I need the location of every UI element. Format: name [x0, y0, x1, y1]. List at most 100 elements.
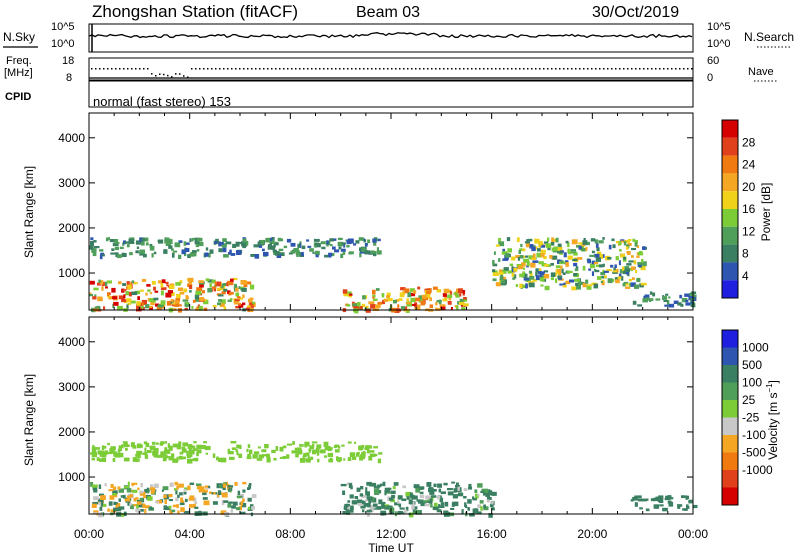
- echo-cell: [99, 249, 104, 252]
- echo-cell: [372, 289, 376, 295]
- echo-cell: [118, 488, 124, 493]
- echo-cell: [271, 245, 276, 250]
- echo-cell: [156, 452, 159, 457]
- echo-cell: [104, 450, 108, 455]
- echo-cell: [390, 499, 395, 503]
- echo-cell: [575, 282, 579, 286]
- echo-cell: [361, 454, 366, 458]
- echo-cell: [297, 447, 302, 451]
- echo-cell: [432, 489, 437, 492]
- colorbar-swatch: [722, 382, 738, 400]
- echo-cell: [176, 445, 181, 450]
- echo-cell: [234, 299, 241, 302]
- echo-cell: [245, 307, 251, 310]
- echo-cell: [526, 264, 529, 268]
- nave-dot: [115, 68, 117, 70]
- echo-cell: [248, 506, 251, 510]
- echo-cell: [585, 246, 588, 251]
- echo-cell: [94, 447, 101, 450]
- echo-cell: [146, 490, 150, 494]
- echo-cell: [544, 285, 550, 291]
- echo-cell: [181, 448, 187, 453]
- nave-dot: [259, 68, 261, 70]
- echo-cell: [97, 282, 101, 286]
- x-tick-label: 00:00: [678, 527, 708, 541]
- echo-cell: [242, 302, 246, 306]
- echo-cell: [149, 245, 155, 251]
- echo-cell: [600, 280, 603, 283]
- echo-cell: [130, 281, 133, 285]
- echo-cell: [127, 501, 131, 506]
- nave-dot: [287, 68, 289, 70]
- echo-cell: [196, 287, 203, 292]
- echo-cell: [101, 254, 105, 257]
- echo-cell: [256, 458, 263, 461]
- echo-cell: [97, 450, 101, 455]
- nave-dot: [183, 75, 185, 77]
- nave-dot: [351, 68, 353, 70]
- velocity-x-ticks: [88, 317, 694, 514]
- echo-cell: [104, 483, 107, 487]
- echo-cell: [120, 452, 124, 458]
- echo-cell: [123, 486, 130, 489]
- echo-cell: [529, 244, 534, 249]
- nave-tick-top: 60: [707, 55, 719, 67]
- echo-cell: [275, 242, 279, 246]
- colorbar-tick-label: 16: [742, 202, 756, 216]
- echo-cell: [433, 286, 438, 290]
- echo-cell: [220, 283, 224, 289]
- echo-cell: [688, 295, 693, 300]
- echo-cell: [511, 272, 515, 277]
- colorbar-swatch: [722, 120, 738, 138]
- colorbar-swatch: [722, 155, 738, 174]
- echo-cell: [399, 507, 405, 510]
- echo-cell: [235, 292, 240, 297]
- nave-dot: [583, 68, 585, 70]
- echo-cell: [238, 242, 243, 245]
- echo-cell: [132, 445, 137, 449]
- echo-cell: [316, 451, 320, 456]
- echo-cell: [266, 457, 271, 463]
- echo-cell: [502, 269, 507, 274]
- echo-cell: [513, 274, 517, 279]
- nave-dot: [151, 73, 153, 75]
- echo-cell: [585, 279, 589, 284]
- nave-dot: [395, 68, 397, 70]
- echo-cell: [355, 453, 360, 457]
- echo-cell: [498, 237, 501, 242]
- nave-dot: [131, 68, 133, 70]
- echo-cell: [367, 239, 371, 244]
- echo-cell: [623, 283, 629, 286]
- echo-cell: [397, 495, 403, 500]
- echo-cell: [387, 298, 393, 302]
- echo-cell: [227, 280, 234, 286]
- echo-cell: [652, 292, 656, 297]
- echo-cell: [627, 243, 632, 246]
- colorbar-swatch: [722, 487, 738, 505]
- echo-cell: [405, 506, 409, 512]
- echo-cell: [405, 491, 411, 497]
- nave-dot: [235, 68, 237, 70]
- nsearch-tick-bottom: 10^0: [707, 38, 731, 50]
- echo-cell: [286, 238, 292, 243]
- echo-cell: [112, 451, 118, 454]
- echo-cell: [409, 512, 414, 518]
- echo-cell: [386, 506, 390, 510]
- echo-cell: [192, 497, 197, 502]
- echo-cell: [452, 494, 458, 499]
- echo-cell: [131, 483, 134, 487]
- echo-cell: [586, 284, 592, 290]
- echo-cell: [136, 246, 140, 249]
- echo-cell: [114, 242, 120, 245]
- echo-cell: [96, 510, 99, 516]
- echo-cell: [175, 497, 179, 502]
- echo-cell: [356, 499, 363, 503]
- nave-dot: [311, 68, 313, 70]
- echo-cell: [211, 279, 216, 284]
- echo-cell: [618, 240, 622, 246]
- echo-cell: [189, 482, 195, 485]
- echo-cell: [186, 450, 189, 456]
- echo-cell: [183, 510, 190, 514]
- echo-cell: [435, 307, 438, 311]
- echo-cell: [673, 300, 679, 304]
